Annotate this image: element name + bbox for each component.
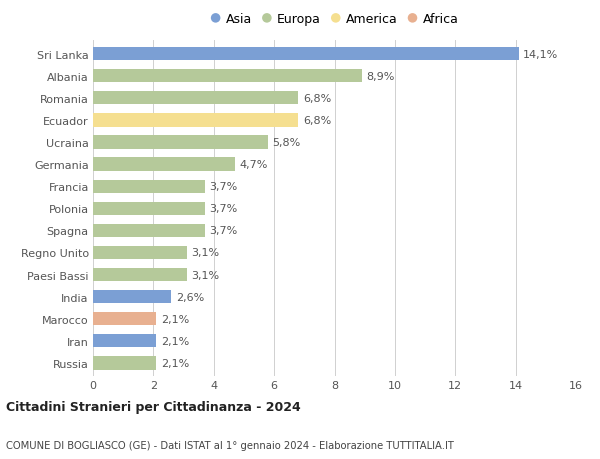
- Text: 2,6%: 2,6%: [176, 292, 204, 302]
- Bar: [93, 48, 518, 61]
- Text: COMUNE DI BOGLIASCO (GE) - Dati ISTAT al 1° gennaio 2024 - Elaborazione TUTTITAL: COMUNE DI BOGLIASCO (GE) - Dati ISTAT al…: [6, 440, 454, 450]
- Text: 3,7%: 3,7%: [209, 182, 238, 192]
- Text: 3,1%: 3,1%: [191, 248, 219, 258]
- Text: 2,1%: 2,1%: [161, 336, 189, 346]
- Text: 14,1%: 14,1%: [523, 50, 559, 60]
- Text: 8,9%: 8,9%: [366, 72, 395, 82]
- Bar: [93, 92, 298, 105]
- Bar: [93, 114, 298, 127]
- Legend: Asia, Europa, America, Africa: Asia, Europa, America, Africa: [208, 11, 461, 28]
- Bar: [93, 136, 268, 149]
- Text: 6,8%: 6,8%: [303, 94, 331, 104]
- Text: 6,8%: 6,8%: [303, 116, 331, 126]
- Bar: [93, 335, 157, 348]
- Text: 2,1%: 2,1%: [161, 314, 189, 324]
- Text: 5,8%: 5,8%: [272, 138, 301, 148]
- Bar: [93, 291, 172, 304]
- Bar: [93, 313, 157, 326]
- Bar: [93, 180, 205, 193]
- Text: 2,1%: 2,1%: [161, 358, 189, 368]
- Bar: [93, 202, 205, 215]
- Bar: [93, 357, 157, 370]
- Text: 3,7%: 3,7%: [209, 226, 238, 236]
- Text: Cittadini Stranieri per Cittadinanza - 2024: Cittadini Stranieri per Cittadinanza - 2…: [6, 400, 301, 413]
- Text: 3,7%: 3,7%: [209, 204, 238, 214]
- Bar: [93, 269, 187, 281]
- Bar: [93, 246, 187, 259]
- Text: 3,1%: 3,1%: [191, 270, 219, 280]
- Bar: [93, 224, 205, 237]
- Bar: [93, 158, 235, 171]
- Text: 4,7%: 4,7%: [239, 160, 268, 170]
- Bar: [93, 70, 362, 83]
